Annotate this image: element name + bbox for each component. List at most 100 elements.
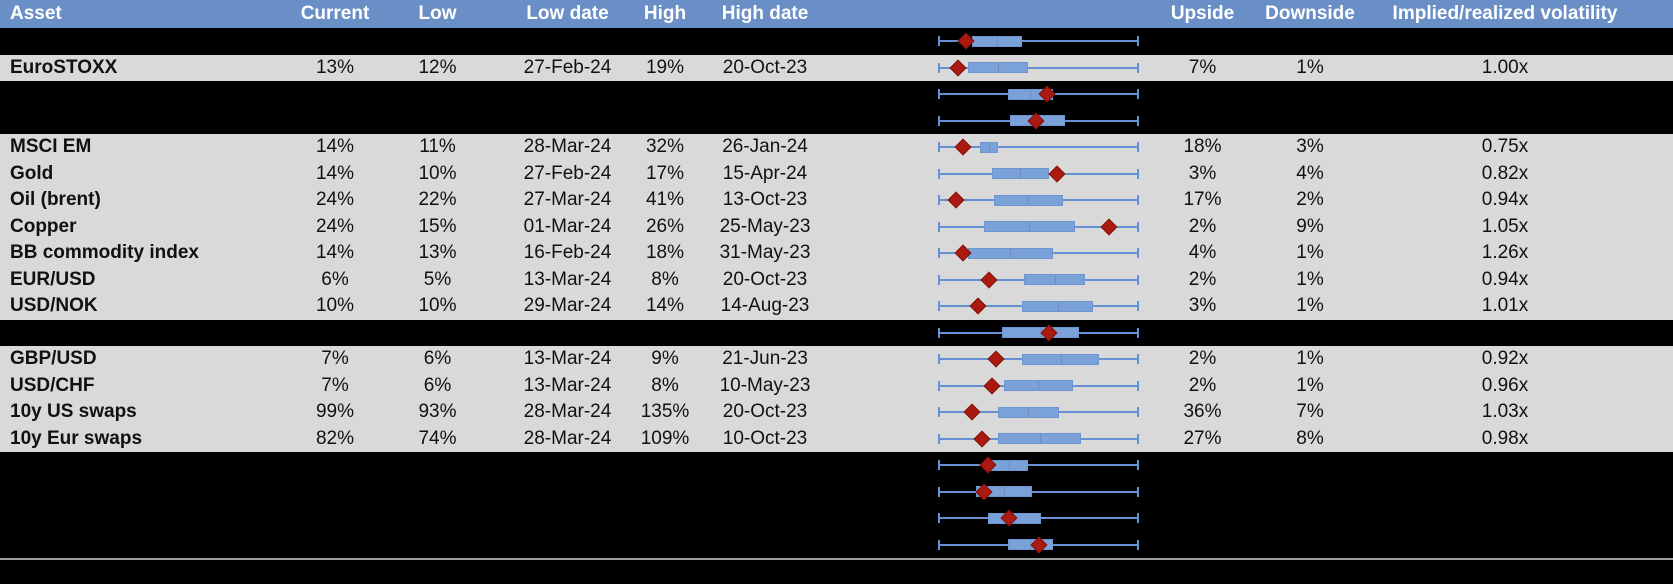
whisker-cap-left <box>938 513 940 524</box>
column-header-asset: Asset <box>10 3 62 24</box>
high-vol-cell <box>645 532 685 559</box>
table-row <box>0 505 1673 532</box>
downside-cell <box>1240 532 1380 559</box>
high-vol-cell: 14% <box>645 295 685 317</box>
current-vol-cell <box>285 505 385 532</box>
table-row: USD/CHF 7% 6% 13-Mar-24 8% 10-May-23 2% … <box>0 372 1673 400</box>
low-date-cell <box>490 505 645 532</box>
downside-cell: 3% <box>1296 136 1324 158</box>
spacer-cell <box>1630 55 1673 82</box>
spacer-cell <box>1630 373 1673 400</box>
column-header-downside: Downside <box>1265 3 1355 24</box>
whisker-cap-left <box>938 115 940 126</box>
column-header-chart <box>845 0 1165 28</box>
asset-name-cell: Copper <box>10 215 77 237</box>
table-header-row: Asset Current Low Low date High High dat… <box>0 0 1673 28</box>
table-row <box>0 81 1673 108</box>
current-vol-cell: 7% <box>321 374 349 396</box>
current-vol-cell: 24% <box>315 215 355 237</box>
implied-realized-ratio-cell: 0.98x <box>1481 427 1529 449</box>
whisker-cap-left <box>938 407 940 418</box>
downside-cell <box>1240 505 1380 532</box>
asset-name-cell: 10y Eur swaps <box>10 427 143 449</box>
downside-cell: 1% <box>1296 268 1324 290</box>
high-vol-cell <box>645 81 685 108</box>
volatility-range-boxplot <box>938 373 1139 400</box>
low-vol-cell: 13% <box>418 242 457 264</box>
whisker-cap-right <box>1137 380 1139 391</box>
table-row: BB commodity index 14% 13% 16-Feb-24 18%… <box>0 240 1673 267</box>
high-vol-cell: 8% <box>651 374 679 396</box>
iqr-box <box>972 35 1023 47</box>
low-date-cell <box>490 452 645 479</box>
implied-realized-ratio-cell <box>1380 81 1630 108</box>
range-boxplot-cell <box>845 240 1165 267</box>
whisker-cap-left <box>938 221 940 232</box>
volatility-range-boxplot <box>938 267 1139 294</box>
whisker-cap-right <box>1137 301 1139 312</box>
whisker-cap-left <box>938 354 940 365</box>
implied-realized-ratio-cell: 1.01x <box>1481 295 1529 317</box>
implied-realized-ratio-cell <box>1380 28 1630 55</box>
asset-name-cell <box>0 28 285 55</box>
high-date-cell: 10-Oct-23 <box>722 427 808 449</box>
low-date-cell: 27-Feb-24 <box>523 162 612 184</box>
low-vol-cell <box>385 81 490 108</box>
current-vol-cell: 7% <box>321 348 349 370</box>
spacer-cell <box>1630 187 1673 214</box>
asset-name-cell: USD/CHF <box>10 374 95 396</box>
downside-cell <box>1240 320 1380 347</box>
whisker-cap-right <box>1137 513 1139 524</box>
range-boxplot-cell <box>845 187 1165 214</box>
low-date-cell <box>490 532 645 559</box>
asset-name-cell <box>0 532 285 559</box>
spacer-cell <box>1630 240 1673 267</box>
downside-cell: 1% <box>1296 242 1324 264</box>
current-level-diamond-marker <box>947 191 965 209</box>
upside-cell <box>1165 108 1240 135</box>
asset-name-cell <box>0 505 285 532</box>
spacer-cell <box>1630 28 1673 55</box>
range-boxplot-cell <box>845 267 1165 294</box>
whisker-cap-right <box>1137 407 1139 418</box>
volatility-range-boxplot <box>938 426 1139 453</box>
low-date-cell: 27-Mar-24 <box>523 189 612 211</box>
whisker-cap-right <box>1137 62 1139 73</box>
downside-cell: 8% <box>1296 427 1324 449</box>
range-boxplot-cell <box>845 320 1165 347</box>
whisker-line <box>938 146 1139 149</box>
low-vol-cell: 15% <box>418 215 457 237</box>
low-vol-cell <box>385 452 490 479</box>
low-date-cell: 01-Mar-24 <box>523 215 612 237</box>
volatility-range-boxplot <box>938 134 1139 161</box>
range-boxplot-cell <box>845 161 1165 188</box>
iqr-box <box>994 194 1063 206</box>
implied-realized-ratio-cell <box>1380 320 1630 347</box>
downside-cell <box>1240 28 1380 55</box>
high-vol-cell: 135% <box>640 401 690 423</box>
downside-cell <box>1240 81 1380 108</box>
implied-realized-ratio-cell <box>1380 479 1630 506</box>
low-vol-cell <box>385 505 490 532</box>
volatility-range-boxplot <box>938 108 1139 135</box>
iqr-box <box>980 141 999 153</box>
high-date-cell <box>685 81 845 108</box>
low-vol-cell: 93% <box>418 401 457 423</box>
asset-name-cell <box>0 108 285 135</box>
high-vol-cell: 109% <box>640 427 690 449</box>
whisker-cap-left <box>938 274 940 285</box>
table-row: MSCI EM 14% 11% 28-Mar-24 32% 26-Jan-24 … <box>0 134 1673 161</box>
low-date-cell: 27-Feb-24 <box>523 56 612 78</box>
implied-realized-ratio-cell: 1.05x <box>1481 215 1529 237</box>
high-vol-cell <box>645 320 685 347</box>
range-boxplot-cell <box>845 81 1165 108</box>
whisker-cap-left <box>938 539 940 550</box>
low-vol-cell: 74% <box>418 427 457 449</box>
low-date-cell: 29-Mar-24 <box>523 295 612 317</box>
table-row: 10y US swaps 99% 93% 28-Mar-24 135% 20-O… <box>0 399 1673 426</box>
range-boxplot-cell <box>845 55 1165 82</box>
whisker-cap-right <box>1137 327 1139 338</box>
high-vol-cell: 41% <box>645 189 685 211</box>
downside-cell: 1% <box>1296 374 1324 396</box>
asset-name-cell: MSCI EM <box>10 136 92 158</box>
